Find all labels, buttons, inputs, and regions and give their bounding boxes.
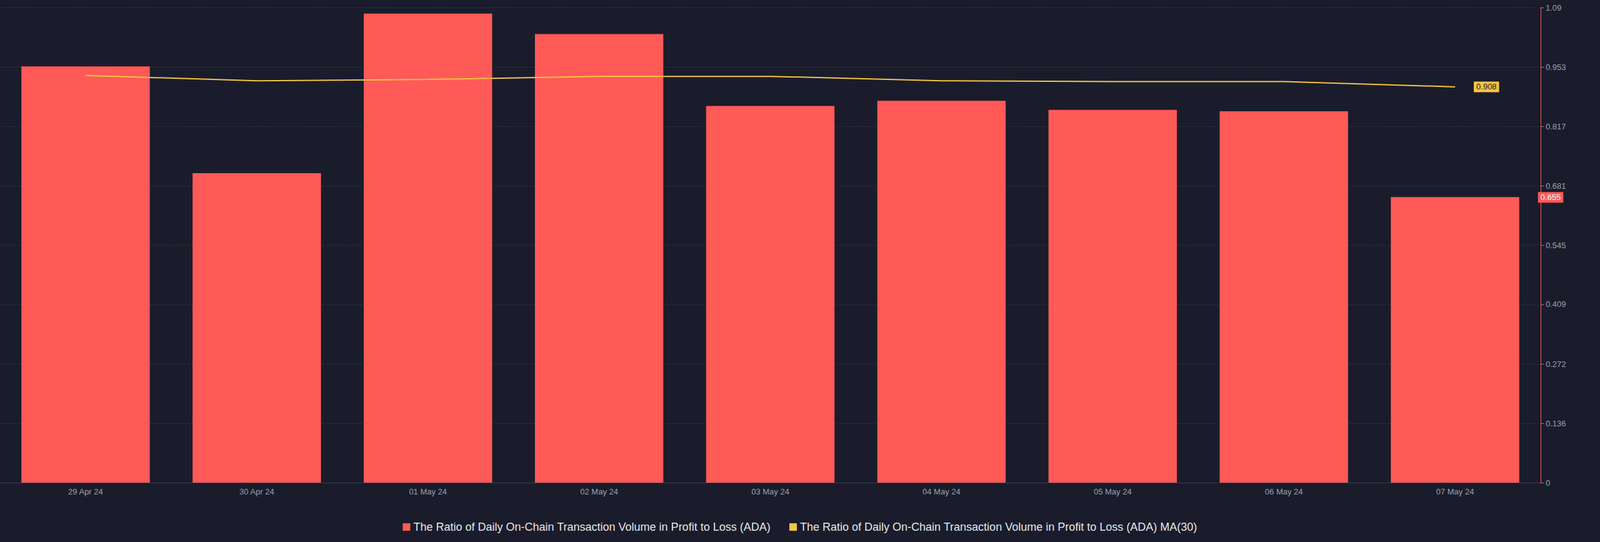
svg-text:06 May 24: 06 May 24 [1265,486,1304,497]
svg-text:0.655: 0.655 [1540,192,1562,202]
svg-text:04 May 24: 04 May 24 [922,486,961,497]
svg-text:0.908: 0.908 [1476,81,1497,92]
svg-text:0.953: 0.953 [1545,62,1567,72]
svg-text:0.681: 0.681 [1545,181,1567,191]
svg-text:05 May 24: 05 May 24 [1093,486,1132,497]
svg-text:29 Apr 24: 29 Apr 24 [68,486,104,497]
svg-text:0.272: 0.272 [1545,359,1567,369]
svg-text:0.136: 0.136 [1545,418,1567,429]
svg-text:The Ratio of Daily On-Chain Tr: The Ratio of Daily On-Chain Transaction … [800,520,1197,534]
svg-text:0.409: 0.409 [1545,299,1567,309]
svg-text:02 May 24: 02 May 24 [580,486,619,497]
svg-text:01 May 24: 01 May 24 [408,486,447,497]
svg-text:0: 0 [1545,478,1550,488]
svg-text:0.545: 0.545 [1545,240,1567,250]
svg-text:0.817: 0.817 [1545,121,1567,132]
svg-text:1.09: 1.09 [1545,3,1562,13]
svg-text:07 May 24: 07 May 24 [1436,486,1475,497]
svg-text:30 Apr 24: 30 Apr 24 [239,486,275,497]
svg-text:03 May 24: 03 May 24 [751,486,790,497]
svg-text:The Ratio of Daily On-Chain Tr: The Ratio of Daily On-Chain Transaction … [413,520,770,534]
